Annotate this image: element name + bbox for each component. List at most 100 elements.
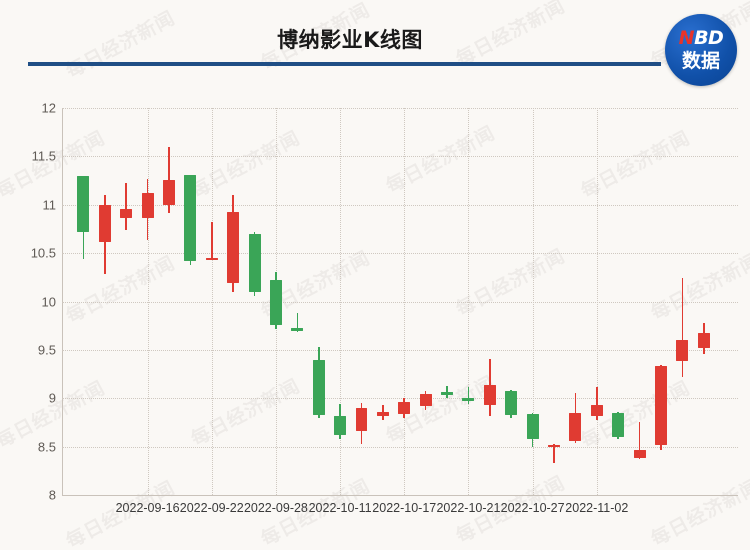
candlestick bbox=[590, 108, 603, 495]
title-underline bbox=[28, 62, 661, 66]
candlestick bbox=[269, 108, 282, 495]
candle-body bbox=[184, 174, 197, 261]
candle-body bbox=[227, 212, 240, 284]
x-axis-tick-label: 2022-10-11 bbox=[308, 501, 372, 515]
candle-body bbox=[612, 412, 625, 437]
candlestick bbox=[483, 108, 496, 495]
candle-body bbox=[291, 327, 304, 332]
chart-header: 博纳影业K线图 NBD 数据 bbox=[0, 0, 750, 86]
candlestick bbox=[98, 108, 111, 495]
candle-wick bbox=[296, 313, 299, 333]
grid-line-horizontal bbox=[62, 301, 738, 303]
candle-body bbox=[98, 204, 111, 242]
candlestick bbox=[654, 108, 667, 495]
candlestick bbox=[355, 108, 368, 495]
logo-letter-n: N bbox=[678, 27, 695, 49]
candle-body bbox=[483, 384, 496, 406]
candlestick bbox=[312, 108, 325, 495]
candle-wick bbox=[446, 385, 448, 399]
y-axis-tick-label: 8 bbox=[48, 487, 56, 503]
y-axis-tick-label: 10 bbox=[41, 294, 56, 309]
x-axis-tick-label: 2022-09-28 bbox=[243, 501, 308, 515]
y-axis-tick-label: 8.5 bbox=[37, 439, 56, 455]
grid-line-horizontal bbox=[62, 204, 738, 206]
candle-body bbox=[633, 450, 646, 459]
candle-wick bbox=[553, 443, 555, 464]
candlestick bbox=[248, 108, 261, 495]
x-axis-tick-label: 2022-11-02 bbox=[565, 501, 629, 515]
candle-body bbox=[676, 340, 689, 362]
grid-line-horizontal bbox=[62, 349, 738, 351]
plot-area bbox=[62, 108, 738, 496]
grid-line-vertical bbox=[340, 108, 342, 495]
grid-line-horizontal bbox=[62, 108, 738, 109]
candle-body bbox=[334, 415, 347, 435]
candlestick bbox=[184, 108, 197, 495]
candle-wick bbox=[125, 183, 127, 230]
candlestick bbox=[141, 108, 154, 495]
candlestick bbox=[120, 108, 133, 495]
page-title: 博纳影业K线图 bbox=[277, 28, 423, 52]
candlestick bbox=[569, 108, 582, 495]
candle-body bbox=[398, 402, 411, 414]
y-axis: 8 8.5 9 9.5 10 10.5 11 11.5 12 bbox=[0, 101, 57, 503]
candle-wick bbox=[681, 278, 684, 377]
x-axis-tick-label: 2022-09-22 bbox=[179, 501, 244, 515]
candle-wick bbox=[638, 422, 641, 460]
grid-line-vertical bbox=[596, 108, 598, 495]
candle-body bbox=[654, 366, 667, 445]
candlestick bbox=[633, 108, 646, 495]
candlestick bbox=[548, 108, 560, 495]
candle-body bbox=[269, 280, 282, 325]
candle-body bbox=[697, 333, 710, 348]
candlestick bbox=[697, 108, 710, 495]
candlestick bbox=[676, 108, 689, 495]
grid-line-horizontal bbox=[62, 495, 738, 496]
candlestick bbox=[376, 108, 389, 495]
y-axis-tick-label: 10.5 bbox=[30, 245, 56, 261]
candle-body bbox=[569, 412, 582, 441]
grid-line-vertical bbox=[147, 108, 149, 495]
candlestick bbox=[462, 108, 475, 495]
logo-letters: NBD bbox=[665, 29, 737, 48]
logo-letters-bd: BD bbox=[694, 27, 724, 49]
y-axis-tick-label: 12 bbox=[41, 100, 56, 116]
grid-line-horizontal bbox=[62, 446, 738, 448]
candle-body bbox=[77, 175, 90, 232]
candlestick bbox=[398, 108, 411, 495]
candle-body bbox=[419, 394, 432, 406]
candle-wick bbox=[210, 222, 213, 260]
candlestick bbox=[612, 108, 625, 495]
candlestick bbox=[441, 108, 454, 495]
candle-body bbox=[548, 444, 560, 447]
candlestick bbox=[291, 108, 304, 495]
grid-line-vertical bbox=[404, 108, 406, 495]
candlestick bbox=[77, 108, 90, 495]
y-axis-tick-label: 9.5 bbox=[37, 342, 56, 358]
candle-body bbox=[141, 193, 154, 219]
candle-body bbox=[120, 208, 133, 219]
candle-body bbox=[248, 233, 261, 292]
candle-wick bbox=[467, 386, 470, 405]
candle-body bbox=[355, 407, 368, 432]
grid-line-horizontal bbox=[62, 156, 738, 158]
x-axis-tick-label: 2022-10-17 bbox=[372, 501, 437, 515]
y-axis-tick-label: 11 bbox=[42, 197, 57, 213]
candle-body bbox=[205, 257, 218, 261]
grid-line-horizontal bbox=[62, 398, 738, 400]
nbd-logo: NBD 数据 bbox=[665, 14, 737, 86]
candlestick bbox=[526, 108, 539, 495]
candle-body bbox=[441, 392, 454, 395]
candle-body bbox=[376, 411, 389, 416]
candle-body bbox=[526, 413, 539, 439]
candlestick bbox=[205, 108, 218, 495]
y-axis-tick-label: 9 bbox=[48, 390, 56, 406]
candle-body bbox=[312, 359, 325, 415]
grid-line-vertical bbox=[532, 108, 534, 495]
x-axis-tick-label: 2022-10-21 bbox=[436, 501, 501, 515]
candlestick bbox=[505, 108, 518, 495]
grid-line-vertical bbox=[211, 108, 213, 495]
candlestick bbox=[419, 108, 432, 495]
candle-wick bbox=[596, 386, 598, 420]
